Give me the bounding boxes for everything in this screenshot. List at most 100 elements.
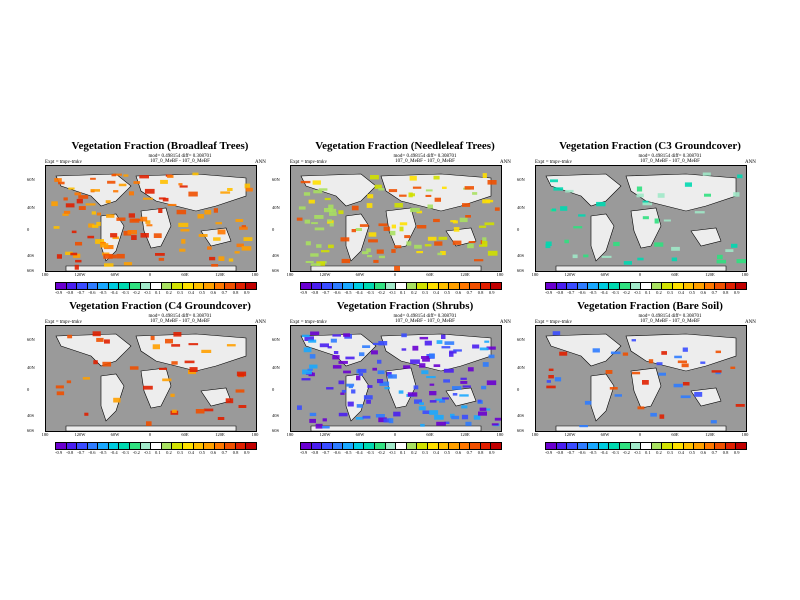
field-cell xyxy=(650,412,657,417)
field-cell xyxy=(362,415,371,419)
colorbar-label: -0.7 xyxy=(322,290,330,295)
colorbar-label: 0.4 xyxy=(678,290,684,295)
field-cell xyxy=(704,193,711,197)
field-cell xyxy=(129,218,140,223)
colorbar-label: 0.8 xyxy=(722,450,729,455)
colorbar-label: 0.8 xyxy=(722,290,729,295)
colorbar-label: -0.7 xyxy=(77,450,85,455)
field-cell xyxy=(636,186,643,192)
y-tick-label: 40S xyxy=(272,253,280,258)
field-cell xyxy=(378,255,385,259)
chart-title: Vegetation Fraction (Bare Soil) xyxy=(577,300,723,312)
colorbar-label: 0.3 xyxy=(422,450,428,455)
field-cell xyxy=(487,250,498,256)
field-cell xyxy=(322,418,327,422)
field-cell xyxy=(642,202,652,206)
field-cell xyxy=(443,379,450,383)
field-cell xyxy=(399,194,407,197)
colorbar-label: -0.9 xyxy=(545,450,553,455)
field-cell xyxy=(410,359,420,364)
chart-panel-4: Vegetation Fraction (C4 Groundcover) mod=… xyxy=(27,300,295,475)
colorbar-label: -0.9 xyxy=(300,290,308,295)
field-cell xyxy=(377,379,384,384)
continent-6 xyxy=(555,265,727,271)
continent-1 xyxy=(545,333,622,367)
field-cell xyxy=(313,190,323,194)
field-cell xyxy=(236,371,247,377)
colorbar-swatch xyxy=(204,283,215,289)
colorbar-swatch xyxy=(332,283,344,289)
field-cell xyxy=(241,246,252,251)
colorbar-swatch xyxy=(427,443,439,449)
field-cell xyxy=(546,380,551,383)
field-cell xyxy=(388,189,398,193)
field-cell xyxy=(338,412,348,417)
field-cell xyxy=(84,412,89,416)
field-cell xyxy=(341,389,347,393)
field-cell xyxy=(433,218,440,223)
colorbar-swatch xyxy=(130,283,141,289)
colorbar-swatch xyxy=(151,283,162,289)
field-cell xyxy=(725,249,734,252)
colorbar-labels: -0.9 -0.8 -0.7 -0.6 -0.5 -0.4 -0.3 -0.2 -0.1 0.1 0… xyxy=(55,290,255,295)
field-cell xyxy=(225,398,234,404)
x-tick-label: 180 xyxy=(496,272,504,277)
field-cell xyxy=(429,410,439,415)
field-cell xyxy=(158,197,166,200)
continent-1 xyxy=(55,333,132,367)
field-cell xyxy=(304,219,311,224)
y-tick-label: 40S xyxy=(27,413,35,418)
field-cell xyxy=(462,203,471,207)
colorbar-swatch xyxy=(417,443,428,449)
field-cell xyxy=(356,375,361,381)
colorbar-swatch xyxy=(246,443,256,449)
chart-meta: mod= 0.498154 diff= 0.308701 107_0_MeBF -… xyxy=(105,314,255,324)
meta-line-2: 107_0_MeBF - 107_0_MeBF xyxy=(640,319,700,324)
field-cell xyxy=(178,183,183,186)
colorbar-label: 0.5 xyxy=(444,290,451,295)
field-cell xyxy=(452,386,462,390)
colorbar-swatch xyxy=(353,283,365,289)
field-cell xyxy=(96,337,104,342)
field-cell xyxy=(654,242,664,247)
field-cell xyxy=(427,204,433,209)
field-cell xyxy=(383,226,391,231)
field-cell xyxy=(389,230,396,236)
field-cell xyxy=(56,391,65,396)
y-tick-label: 40N xyxy=(27,205,35,210)
chart-meta: mod= 0.498154 diff= 0.308701 107_0_MeBF -… xyxy=(105,154,255,164)
field-cell xyxy=(548,368,554,371)
chart-panel-5: Vegetation Fraction (Shrubs) mod= 0.49815… xyxy=(272,300,540,475)
field-cell xyxy=(203,408,214,412)
colorbar-label: 0.3 xyxy=(177,450,183,455)
field-cell xyxy=(245,187,253,192)
colorbar-swatch xyxy=(598,443,610,449)
field-cell xyxy=(104,339,110,344)
field-cell xyxy=(375,414,385,418)
field-cell xyxy=(213,208,218,213)
field-cell xyxy=(426,376,436,379)
colorbar-swatch xyxy=(546,283,557,289)
field-cell xyxy=(673,383,683,388)
colorbar-swatch xyxy=(172,443,183,449)
field-cell xyxy=(209,256,216,261)
field-cell xyxy=(578,214,586,217)
continent-6 xyxy=(310,425,482,431)
field-cell xyxy=(171,361,178,365)
colorbar-labels: -0.9 -0.8 -0.7 -0.6 -0.5 -0.4 -0.3 -0.2 -0.1 0.1 0… xyxy=(300,290,500,295)
x-tick-label: 60W xyxy=(355,272,365,277)
x-tick-label: 120W xyxy=(74,432,86,437)
x-tick-label: 120W xyxy=(319,432,331,437)
field-cell xyxy=(694,392,703,397)
x-tick-label: 180 xyxy=(286,432,294,437)
colorbar-label: 0.9 xyxy=(733,290,740,295)
field-cell xyxy=(406,241,412,246)
field-cell xyxy=(702,172,711,176)
colorbar-label: 0.1 xyxy=(399,450,406,455)
expt-label: Expt = tmpv-tmkv xyxy=(290,160,327,165)
field-cell xyxy=(656,362,663,366)
field-cell xyxy=(103,245,114,250)
x-tick-label: 60E xyxy=(671,272,679,277)
colorbar xyxy=(300,442,502,450)
field-cell xyxy=(414,244,422,249)
